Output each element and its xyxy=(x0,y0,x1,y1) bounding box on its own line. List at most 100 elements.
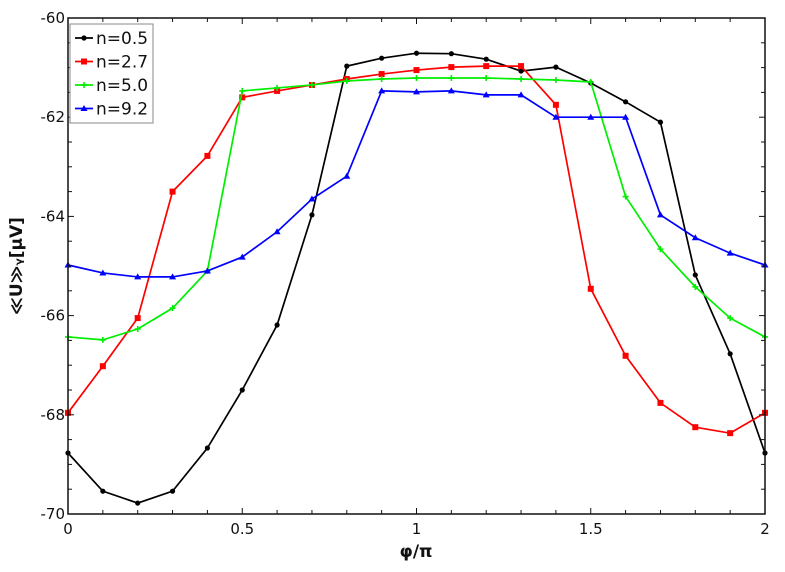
data-point xyxy=(727,351,733,357)
data-point xyxy=(448,75,455,82)
plot-marks xyxy=(64,50,769,506)
legend-entry: n=0.5 xyxy=(96,29,148,49)
data-point xyxy=(657,119,664,125)
data-point xyxy=(169,188,176,195)
x-tick-label: 1.5 xyxy=(579,520,603,538)
data-point xyxy=(413,50,420,56)
data-point xyxy=(378,76,385,83)
data-point xyxy=(517,91,525,98)
data-point xyxy=(169,273,177,280)
y-tick-label: -70 xyxy=(41,505,66,523)
data-point xyxy=(518,63,525,70)
data-point xyxy=(378,87,386,94)
axis-ticks: 0 0.5 1 1.5 2 -60 -62 -64 -66 -68 -70 xyxy=(41,9,770,538)
data-point xyxy=(309,212,315,218)
data-point xyxy=(587,113,595,120)
data-point xyxy=(553,64,559,70)
data-point xyxy=(413,88,420,95)
y-tick-label: -60 xyxy=(41,9,66,27)
data-point xyxy=(447,87,455,94)
data-point xyxy=(239,387,245,393)
data-point xyxy=(274,322,280,328)
legend-entry: n=5.0 xyxy=(96,76,148,96)
data-point xyxy=(99,269,107,276)
legend-marker xyxy=(80,105,88,111)
data-point xyxy=(308,195,316,202)
data-point xyxy=(692,424,699,431)
data-point xyxy=(622,352,629,359)
data-point xyxy=(483,63,490,70)
legend-entry: n=9.2 xyxy=(96,100,148,120)
data-point xyxy=(656,211,664,218)
data-point xyxy=(587,78,594,85)
data-point xyxy=(134,325,141,332)
x-axis-label: φ/π xyxy=(400,542,433,562)
data-point xyxy=(727,315,734,322)
data-point xyxy=(169,305,176,312)
data-point xyxy=(99,336,106,343)
data-point xyxy=(483,75,490,82)
legend: n=0.5 n=2.7 n=5.0 n=9.2 xyxy=(69,23,154,124)
data-point xyxy=(204,445,210,451)
series-n-9-2 xyxy=(64,87,769,280)
data-point xyxy=(378,71,385,78)
data-point xyxy=(726,249,734,256)
data-point xyxy=(379,55,385,61)
legend-entry: n=2.7 xyxy=(96,53,148,73)
data-point xyxy=(238,253,246,260)
data-point xyxy=(518,76,525,83)
data-point xyxy=(448,64,455,71)
y-tick-label: -66 xyxy=(41,307,66,325)
data-point xyxy=(587,285,594,292)
data-point xyxy=(134,315,141,322)
data-point xyxy=(100,488,106,494)
data-point xyxy=(239,94,246,101)
data-point xyxy=(448,51,454,57)
data-point xyxy=(99,363,106,370)
data-point xyxy=(308,81,315,88)
data-point xyxy=(657,246,664,253)
data-point xyxy=(274,84,281,91)
x-tick-label: 0.5 xyxy=(230,520,254,538)
data-point xyxy=(413,75,420,82)
data-point xyxy=(482,91,490,98)
data-point xyxy=(692,272,698,278)
data-point xyxy=(483,56,489,62)
data-point xyxy=(204,152,211,159)
data-point xyxy=(623,99,629,105)
data-point xyxy=(273,228,281,235)
x-tick-label: 1 xyxy=(412,520,422,538)
data-point xyxy=(413,67,420,74)
x-tick-label: 0 xyxy=(63,520,73,538)
data-point xyxy=(343,172,351,179)
data-point xyxy=(552,101,559,108)
data-point xyxy=(134,273,142,280)
y-tick-label: -64 xyxy=(41,207,66,225)
x-tick-label: 2 xyxy=(760,520,770,538)
data-point xyxy=(657,399,664,406)
legend-marker xyxy=(81,35,87,41)
data-point xyxy=(691,234,699,241)
y-tick-label: -68 xyxy=(41,406,66,424)
data-point xyxy=(343,77,350,84)
data-point xyxy=(169,488,176,494)
data-point xyxy=(518,68,524,74)
data-point xyxy=(622,193,629,200)
series-line xyxy=(67,77,766,341)
series-n-0-5 xyxy=(65,50,768,506)
data-point xyxy=(622,113,630,120)
series-n-5-0 xyxy=(65,75,768,343)
data-point xyxy=(692,283,699,290)
data-point xyxy=(203,267,211,274)
legend-marker xyxy=(81,58,87,65)
data-point xyxy=(344,63,350,69)
legend-marker xyxy=(81,82,87,88)
data-point xyxy=(239,87,246,94)
data-point xyxy=(552,113,560,120)
data-point xyxy=(135,500,141,506)
data-point xyxy=(727,430,734,437)
data-point xyxy=(552,77,559,83)
y-axis-label: ≪U≫ᵧ[μV] xyxy=(7,217,27,315)
y-tick-label: -62 xyxy=(41,108,66,126)
